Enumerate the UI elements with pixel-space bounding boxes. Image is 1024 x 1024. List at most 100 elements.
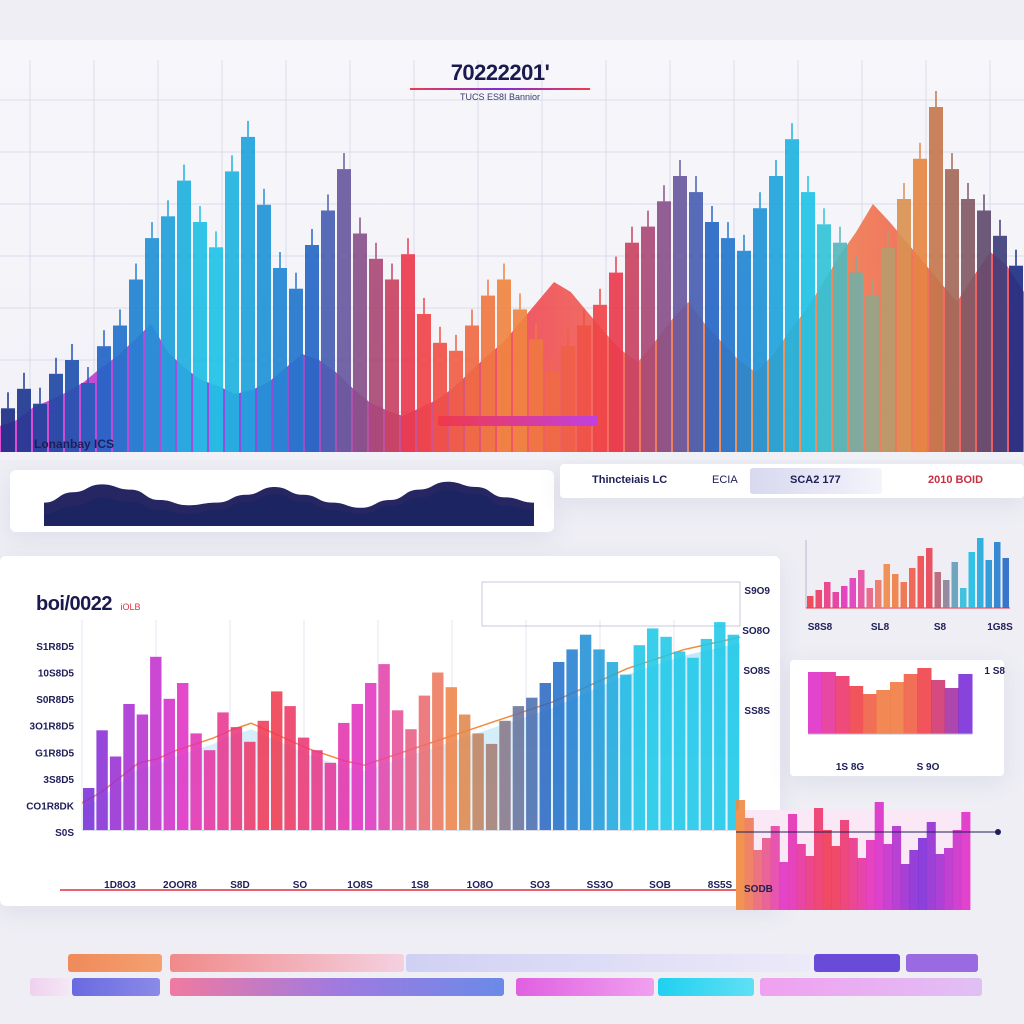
main-bar [324,762,337,830]
mini-top-bar [977,538,984,608]
main-bar [244,741,256,830]
hero-title-block: 70222201' TUCS ES8I Bannior [410,60,590,102]
hero-bar [721,238,735,452]
hero-bar [625,242,639,452]
hero-bar [769,176,783,452]
hero-bar [289,288,303,452]
hero-bar [113,325,127,452]
hero-bar [977,210,991,452]
main-x-tick-label: 1D8O3 [104,880,136,891]
mini-bottom-bar [762,838,772,910]
mini-middle-bar [876,690,891,734]
hero-bar [657,201,671,452]
main-bar [230,727,243,830]
hero-bar [497,279,511,452]
mini-bottom-bar [918,838,928,910]
main-panel-title: boi/0022 iOLB [36,593,141,616]
mini-top-bar [951,562,958,608]
main-bar [163,698,175,831]
hero-bar [913,158,927,453]
hero-bar [145,238,159,452]
stat-pill-3 [750,468,882,494]
main-right-tick-label: SO8S [743,666,770,677]
main-bar [606,662,619,830]
mini-middle-bar [890,682,905,734]
hero-bar [225,171,239,452]
legend-pill-7 [72,978,160,996]
mini-top-bar [824,582,831,608]
main-y-tick-label: G1R8D5 [35,748,74,759]
hero-bar [49,373,63,452]
main-bar [579,634,592,830]
hero-bar [929,107,943,452]
main-y-tick-label: CO1R8DK [26,801,75,812]
hero-bar [849,272,863,452]
mini-top-bar [892,574,899,608]
mini-middle-bar [821,672,836,734]
mini-middle-x-tick-label: 1S 8G [836,762,865,773]
mini-middle-bar [849,686,864,734]
main-bar [351,704,363,830]
main-title-note: iOLB [120,602,141,612]
hero-bar [897,199,911,452]
hero-bar [481,295,495,452]
mini-top-x-tick-label: S8S8 [808,622,833,633]
hero-bar [753,208,767,452]
main-bar [432,672,444,830]
main-right-tick-label: S9O9 [744,586,770,597]
mini-bottom-bar [779,862,789,910]
main-bar [418,695,431,830]
main-x-tick-label: SOB [649,880,671,891]
mini-bottom-bar [753,850,763,910]
hero-bar [545,371,559,452]
legend-pill-5 [906,954,978,972]
mini-bottom-bar [883,844,893,910]
stat-label-2: ECIA [712,474,738,486]
main-bar [109,756,122,830]
mini-top-bar [985,560,992,608]
stat-label-3: SCA2 177 [790,474,841,486]
main-x-tick-label: 2OOR8 [163,880,197,891]
hero-bar [129,279,143,452]
mini-top-bar [849,578,856,608]
main-y-tick-label: S1R8D5 [36,642,74,653]
hero-bar [1009,265,1023,452]
hero-bar [353,233,367,452]
main-bar [297,737,310,830]
main-bar [553,662,565,830]
main-y-tick-label: 3S8D5 [43,775,74,786]
hero-bar [337,169,351,452]
hero-subtitle: TUCS ES8I Bannior [459,92,541,102]
hero-bar [865,295,879,452]
hero-bar [417,314,431,452]
mini-top-bar [960,588,967,608]
main-x-tick-label: SO [293,880,308,891]
main-bar [203,750,216,830]
wave-series-front [44,481,534,526]
mini-bottom-dot [995,829,1001,835]
main-right-tick-label: SO8O [742,626,770,637]
hero-bar [465,325,479,452]
hero-bar [993,235,1007,452]
mini-top-bar [994,542,1001,608]
hero-bar [33,403,47,452]
legend-pill-11 [760,978,982,996]
mini-top-bar [943,580,950,608]
mini-middle-x-tick-label: S 9O [917,762,940,773]
hero-bar [961,199,975,452]
mini-middle-bar [917,668,932,734]
mini-bottom-bar [909,850,919,910]
legend-pill-4 [814,954,900,972]
mini-top-bar [875,580,882,608]
main-bar [391,710,404,830]
main-y-tick-label: S0S [55,828,74,839]
hero-bar [273,268,287,452]
mini-middle-bar [808,672,823,734]
mini-bottom-bar [840,820,850,910]
main-bar [700,638,713,830]
main-bar [284,706,296,830]
mini-top-bar [858,570,865,608]
hero-area-series [0,204,1024,452]
hero-bar [81,383,95,452]
hero-bar [97,346,111,452]
